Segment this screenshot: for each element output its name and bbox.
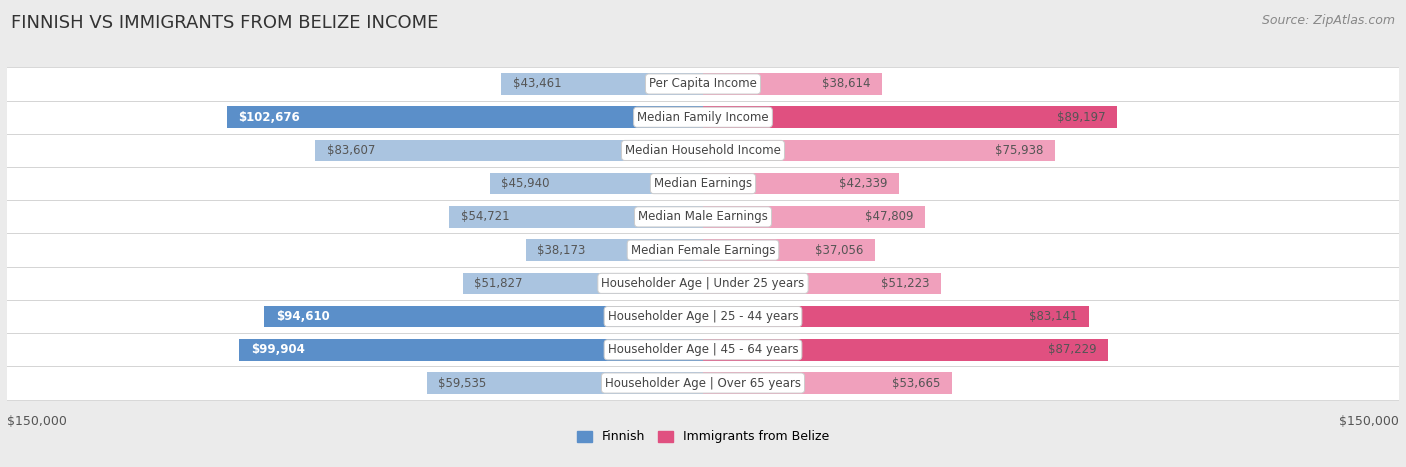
Text: $83,607: $83,607 xyxy=(326,144,375,157)
Bar xyxy=(315,140,703,161)
Bar xyxy=(0,333,1406,367)
Text: $87,229: $87,229 xyxy=(1047,343,1097,356)
Text: Per Capita Income: Per Capita Income xyxy=(650,78,756,91)
Text: Median Earnings: Median Earnings xyxy=(654,177,752,190)
Text: $45,940: $45,940 xyxy=(502,177,550,190)
Bar xyxy=(0,167,1406,200)
Bar xyxy=(703,306,1088,327)
Text: Source: ZipAtlas.com: Source: ZipAtlas.com xyxy=(1261,14,1395,27)
Bar xyxy=(703,339,1108,361)
Bar xyxy=(264,306,703,327)
Text: $150,000: $150,000 xyxy=(1339,415,1399,428)
Bar xyxy=(703,372,952,394)
Bar xyxy=(703,73,882,95)
Bar xyxy=(703,173,900,194)
Text: $51,223: $51,223 xyxy=(880,277,929,290)
Text: $47,809: $47,809 xyxy=(865,211,914,223)
Text: Householder Age | 45 - 64 years: Householder Age | 45 - 64 years xyxy=(607,343,799,356)
Text: $102,676: $102,676 xyxy=(238,111,299,124)
Bar xyxy=(239,339,703,361)
Text: Householder Age | Over 65 years: Householder Age | Over 65 years xyxy=(605,376,801,389)
Text: $59,535: $59,535 xyxy=(439,376,486,389)
Text: $42,339: $42,339 xyxy=(839,177,887,190)
Bar xyxy=(703,140,1056,161)
Bar xyxy=(703,239,875,261)
Bar xyxy=(502,73,703,95)
Text: $51,827: $51,827 xyxy=(474,277,523,290)
Text: Median Family Income: Median Family Income xyxy=(637,111,769,124)
Text: $94,610: $94,610 xyxy=(276,310,329,323)
Bar xyxy=(427,372,703,394)
Bar xyxy=(463,273,703,294)
Text: $43,461: $43,461 xyxy=(513,78,561,91)
Text: $89,197: $89,197 xyxy=(1057,111,1105,124)
Text: Median Female Earnings: Median Female Earnings xyxy=(631,244,775,256)
Bar xyxy=(449,206,703,228)
Bar xyxy=(0,67,1406,100)
Text: $38,173: $38,173 xyxy=(537,244,586,256)
Text: $38,614: $38,614 xyxy=(823,78,870,91)
Text: $150,000: $150,000 xyxy=(7,415,67,428)
Bar xyxy=(0,100,1406,134)
Text: Householder Age | Under 25 years: Householder Age | Under 25 years xyxy=(602,277,804,290)
Bar xyxy=(0,134,1406,167)
Bar xyxy=(226,106,703,128)
Bar xyxy=(0,200,1406,234)
Legend: Finnish, Immigrants from Belize: Finnish, Immigrants from Belize xyxy=(572,425,834,448)
Bar xyxy=(0,234,1406,267)
Bar xyxy=(703,106,1116,128)
Bar xyxy=(489,173,703,194)
Bar xyxy=(526,239,703,261)
Text: Median Male Earnings: Median Male Earnings xyxy=(638,211,768,223)
Text: $99,904: $99,904 xyxy=(252,343,305,356)
Text: $75,938: $75,938 xyxy=(995,144,1043,157)
Text: $37,056: $37,056 xyxy=(815,244,863,256)
Text: $83,141: $83,141 xyxy=(1029,310,1077,323)
Bar xyxy=(703,206,925,228)
Text: $53,665: $53,665 xyxy=(891,376,941,389)
Text: Householder Age | 25 - 44 years: Householder Age | 25 - 44 years xyxy=(607,310,799,323)
Text: $54,721: $54,721 xyxy=(461,211,509,223)
Bar xyxy=(703,273,941,294)
Bar xyxy=(0,267,1406,300)
Bar xyxy=(0,300,1406,333)
Bar xyxy=(0,367,1406,400)
Text: FINNISH VS IMMIGRANTS FROM BELIZE INCOME: FINNISH VS IMMIGRANTS FROM BELIZE INCOME xyxy=(11,14,439,32)
Text: Median Household Income: Median Household Income xyxy=(626,144,780,157)
